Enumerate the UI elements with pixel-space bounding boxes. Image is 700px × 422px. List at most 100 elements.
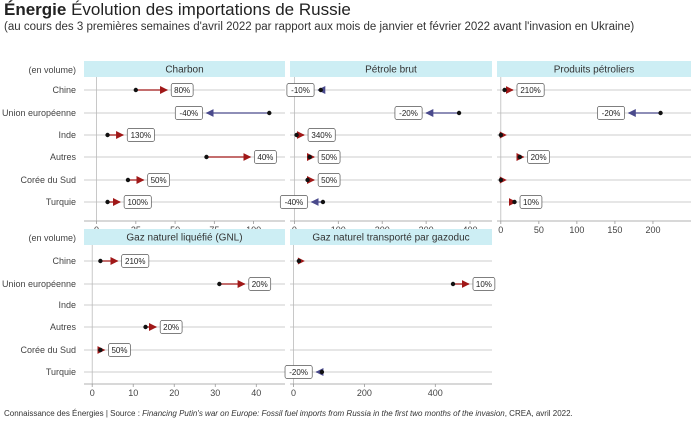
chart-subtitle: (au cours des 3 premières semaines d'avr…: [4, 21, 635, 33]
x-tick-label: 0: [90, 388, 95, 398]
data-label: 50%: [321, 176, 337, 185]
data-label: 10%: [523, 198, 539, 207]
row-label: Union européenne: [2, 279, 76, 289]
data-label: 20%: [531, 153, 547, 162]
point-before: [98, 347, 103, 353]
point-before: [305, 177, 310, 183]
data-label-box: [170, 83, 194, 97]
data-label-box: [284, 365, 313, 379]
data-label: 50%: [151, 176, 167, 185]
row-axis-label: (en volume): [28, 233, 76, 243]
x-tick-label: 50: [534, 225, 544, 235]
data-label-box: [248, 277, 272, 291]
row-label: Inde: [58, 300, 76, 310]
point-before: [318, 87, 323, 93]
row-axis-label: (en volume): [28, 65, 76, 75]
data-label-box: [527, 150, 550, 164]
point-before: [296, 258, 302, 264]
data-label-box: [317, 173, 341, 187]
data-label-box: [123, 195, 152, 209]
point-before: [105, 199, 110, 205]
data-label: 210%: [125, 257, 145, 266]
row-label: Autres: [50, 322, 77, 332]
panel-title: Charbon: [165, 65, 203, 76]
panel-title: Pétrole brut: [365, 65, 417, 76]
point-before: [133, 87, 139, 93]
x-tick-label: 0: [498, 225, 503, 235]
point-before: [105, 132, 110, 138]
x-tick-label: 200: [357, 388, 372, 398]
point-before: [125, 177, 131, 183]
point-before: [267, 110, 272, 116]
title-bold: Énergie: [4, 0, 67, 19]
point-before: [512, 199, 517, 205]
data-label-box: [472, 277, 496, 291]
data-label: -20%: [399, 109, 418, 118]
data-label-box: [317, 150, 341, 164]
row-label: Turquie: [46, 197, 76, 207]
data-label: 130%: [131, 131, 151, 140]
data-label: -20%: [289, 368, 308, 377]
data-label: -40%: [285, 198, 304, 207]
data-label-box: [516, 83, 545, 97]
x-tick-label: 200: [645, 225, 660, 235]
point-before: [217, 281, 222, 287]
data-label: 210%: [520, 86, 540, 95]
data-label-box: [159, 320, 183, 334]
point-before: [320, 199, 326, 205]
data-label-box: [126, 128, 155, 142]
panel-title: Produits pétroliers: [554, 65, 635, 76]
data-label: 100%: [127, 198, 147, 207]
point-before: [517, 154, 523, 160]
x-tick-label: 100: [569, 225, 584, 235]
point-before: [143, 324, 148, 330]
data-label: 340%: [311, 131, 331, 140]
data-label-box: [279, 195, 308, 209]
point-before: [204, 154, 209, 160]
data-label: -20%: [602, 109, 621, 118]
x-tick-label: 150: [607, 225, 622, 235]
data-label-box: [121, 254, 150, 268]
panel-strip: [290, 61, 492, 77]
source-title: Financing Putin's war on Europe: Fossil …: [142, 409, 505, 418]
point-before: [450, 281, 456, 287]
point-before: [502, 87, 507, 93]
data-label-box: [307, 128, 336, 142]
chart-area: (en volume) Chine Union européenne Inde Autr…: [2, 61, 691, 398]
data-label: 50%: [111, 346, 127, 355]
panel-title: Gaz naturel liquéfié (GNL): [126, 233, 242, 244]
x-tick-label: 400: [428, 388, 443, 398]
data-label-box: [108, 343, 131, 357]
x-tick-label: 30: [210, 388, 220, 398]
data-label: -10%: [291, 86, 310, 95]
x-tick-label: 0: [291, 388, 296, 398]
chart-title: Énergie Évolution des importations de Ru…: [4, 0, 351, 20]
title-rest: Évolution des importations de Russie: [71, 0, 351, 19]
row-label: Chine: [52, 256, 76, 266]
x-tick-label: 20: [169, 388, 179, 398]
data-label: 40%: [257, 153, 273, 162]
row-label: Corée du Sud: [20, 175, 76, 185]
data-label-box: [254, 150, 277, 164]
point-before: [456, 110, 462, 116]
point-before: [498, 132, 504, 138]
row-label: Autres: [50, 152, 77, 162]
point-before: [98, 258, 103, 264]
data-label-box: [394, 106, 423, 120]
data-label: 50%: [321, 153, 337, 162]
data-label: 20%: [163, 323, 179, 332]
data-label-box: [286, 83, 315, 97]
source-prefix: Connaissance des Énergies | Source :: [4, 409, 143, 418]
x-tick-label: 10: [128, 388, 138, 398]
point-before: [319, 369, 325, 375]
point-before: [498, 177, 504, 183]
source-note: Connaissance des Énergies | Source : Fin…: [4, 409, 573, 418]
panel-strip: [84, 229, 285, 245]
data-label: 20%: [252, 280, 268, 289]
data-label-box: [174, 106, 203, 120]
data-label: 80%: [174, 86, 190, 95]
data-label-box: [147, 173, 170, 187]
row-label: Chine: [52, 85, 76, 95]
data-label-box: [519, 195, 543, 209]
x-tick-label: 40: [251, 388, 261, 398]
